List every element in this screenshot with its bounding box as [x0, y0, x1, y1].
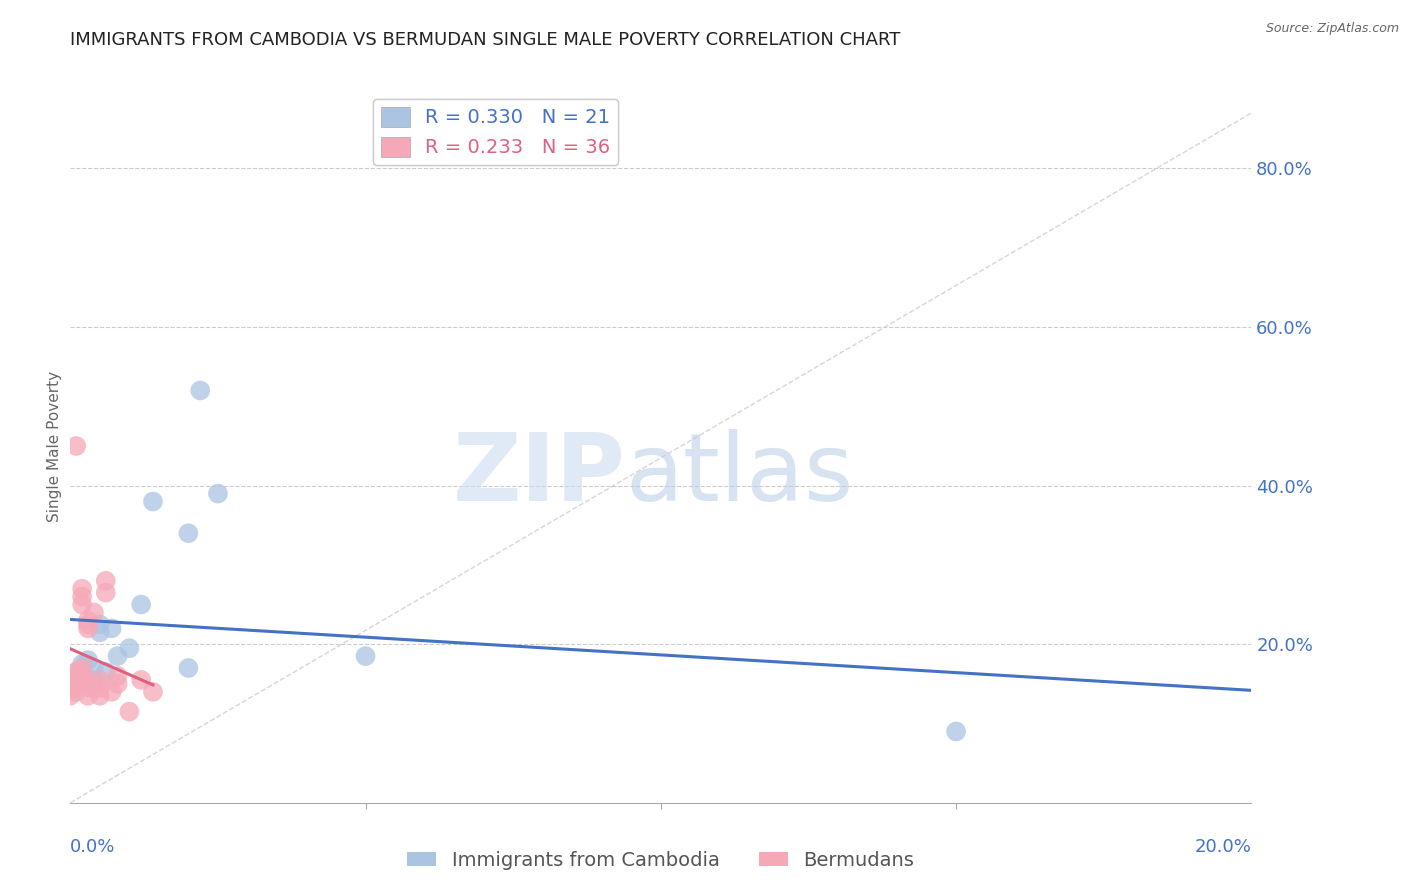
Point	[83, 606, 105, 620]
Point	[70, 665, 93, 679]
Point	[77, 614, 100, 628]
Point	[177, 526, 200, 541]
Point	[83, 661, 105, 675]
Point	[94, 665, 117, 679]
Point	[77, 621, 100, 635]
Text: Source: ZipAtlas.com: Source: ZipAtlas.com	[1265, 22, 1399, 36]
Point	[100, 685, 122, 699]
Point	[70, 673, 93, 687]
Text: IMMIGRANTS FROM CAMBODIA VS BERMUDAN SINGLE MALE POVERTY CORRELATION CHART: IMMIGRANTS FROM CAMBODIA VS BERMUDAN SIN…	[70, 31, 901, 49]
Point	[70, 590, 93, 604]
Point	[177, 661, 200, 675]
Point	[77, 681, 100, 695]
Point	[94, 574, 117, 588]
Point	[89, 681, 111, 695]
Point	[77, 677, 100, 691]
Point	[77, 617, 100, 632]
Point	[65, 669, 87, 683]
Point	[83, 673, 105, 687]
Point	[129, 673, 152, 687]
Point	[59, 681, 82, 695]
Point	[107, 649, 129, 664]
Text: 20.0%: 20.0%	[1195, 838, 1251, 856]
Legend: R = 0.330   N = 21, R = 0.233   N = 36: R = 0.330 N = 21, R = 0.233 N = 36	[373, 99, 619, 165]
Legend: Immigrants from Cambodia, Bermudans: Immigrants from Cambodia, Bermudans	[399, 843, 922, 878]
Point	[65, 673, 87, 687]
Point	[70, 657, 93, 671]
Point	[89, 673, 111, 687]
Point	[65, 685, 87, 699]
Point	[354, 649, 377, 664]
Point	[142, 494, 165, 508]
Point	[89, 625, 111, 640]
Point	[65, 439, 87, 453]
Point	[945, 724, 967, 739]
Point	[65, 673, 87, 687]
Point	[94, 585, 117, 599]
Y-axis label: Single Male Poverty: Single Male Poverty	[46, 370, 62, 522]
Point	[207, 486, 229, 500]
Point	[107, 669, 129, 683]
Point	[77, 689, 100, 703]
Point	[142, 685, 165, 699]
Point	[118, 705, 141, 719]
Text: 0.0%: 0.0%	[70, 838, 115, 856]
Point	[59, 673, 82, 687]
Point	[89, 617, 111, 632]
Point	[188, 384, 211, 398]
Point	[65, 677, 87, 691]
Point	[107, 677, 129, 691]
Point	[70, 661, 93, 675]
Point	[70, 669, 93, 683]
Point	[129, 598, 152, 612]
Point	[65, 681, 87, 695]
Point	[70, 598, 93, 612]
Text: atlas: atlas	[626, 428, 853, 521]
Point	[65, 665, 87, 679]
Point	[70, 669, 93, 683]
Text: ZIP: ZIP	[453, 428, 626, 521]
Point	[59, 689, 82, 703]
Point	[118, 641, 141, 656]
Point	[70, 582, 93, 596]
Point	[100, 621, 122, 635]
Point	[83, 681, 105, 695]
Point	[77, 653, 100, 667]
Point	[65, 665, 87, 679]
Point	[89, 689, 111, 703]
